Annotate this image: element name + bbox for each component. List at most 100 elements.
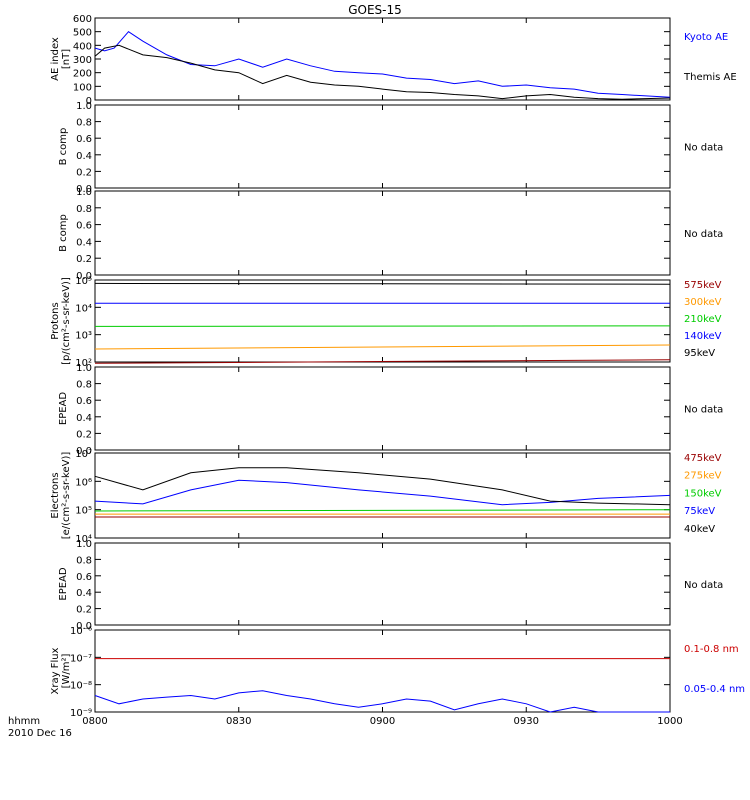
y-tick-label: 0.8	[76, 380, 92, 391]
y-axis-label: B comp	[58, 128, 69, 166]
y-axis-label: Xray Flux	[50, 647, 61, 694]
panel-electrons: 10⁷ 10⁶ 10⁵ 10⁴ Electrons [e/(cm²-s-sr-keV)] 4…	[50, 449, 722, 545]
legend-label: Kyoto AE	[684, 32, 728, 43]
panel-frame	[94, 366, 671, 451]
y-tick-label: 10⁷	[75, 449, 92, 460]
y-tick-label: 10⁶	[75, 477, 92, 488]
legend-label: Themis AE	[683, 72, 737, 83]
y-tick-label: 0.2	[76, 429, 92, 440]
y-tick-label: 0.4	[76, 588, 92, 599]
legend-label: 150keV	[684, 488, 722, 499]
y-axis-label: B comp	[58, 214, 69, 252]
series-line-kyoto-ae	[94, 31, 671, 98]
x-tick-label: 0930	[514, 716, 539, 727]
panel-frame	[94, 542, 671, 626]
plot-title: GOES-15	[348, 3, 402, 17]
no-data-label: No data	[684, 580, 723, 591]
y-tick-label: 0.6	[76, 221, 92, 232]
panel-frame	[94, 629, 671, 713]
y-tick-label: 200	[73, 69, 92, 80]
legend-label: 300keV	[684, 297, 722, 308]
y-tick-label: 10⁵	[75, 506, 92, 517]
y-tick-label: 600	[73, 14, 92, 25]
no-data-label: No data	[684, 405, 723, 416]
panel-xray: 10⁻⁶ 10⁻⁷ 10⁻⁸ 10⁻⁹ Xray Flux [W/m²] 0.1-0.8 n…	[50, 626, 745, 719]
y-axis-label: Protons	[50, 302, 61, 339]
legend-label: 75keV	[684, 506, 715, 517]
y-tick-label: 10⁵	[75, 276, 92, 287]
y-tick-label: 10²	[75, 358, 92, 369]
legend-label: 0.1-0.8 nm	[684, 644, 739, 655]
y-tick-label: 0.0	[76, 446, 92, 457]
x-tick-label: 0830	[226, 716, 251, 727]
y-tick-label: 0.0	[76, 271, 92, 282]
y-axis-label: Electrons	[50, 472, 61, 518]
y-axis-label: [e/(cm²-s-sr-keV)]	[61, 452, 72, 540]
y-axis-label: [W/m²]	[61, 653, 72, 688]
y-tick-label: 1.0	[76, 101, 92, 112]
legend-label: 40keV	[684, 524, 715, 535]
y-tick-label: 0.8	[76, 555, 92, 566]
legend-label: 475keV	[684, 453, 722, 464]
panel-frame	[94, 17, 671, 101]
legend-label: 95keV	[684, 348, 715, 359]
y-tick-label: 10³	[75, 331, 92, 342]
x-corner-label: hhmm	[8, 716, 40, 727]
y-tick-label: 0.2	[76, 254, 92, 265]
series-line-575kev	[94, 359, 671, 364]
y-tick-label: 300	[73, 55, 92, 66]
x-tick-label: 0900	[370, 716, 395, 727]
panel-frame	[94, 104, 671, 189]
no-data-label: No data	[684, 229, 723, 240]
y-tick-label: 500	[73, 28, 92, 39]
y-tick-label: 0.2	[76, 167, 92, 178]
y-tick-label: 10⁻⁶	[70, 626, 92, 637]
legend-label: 575keV	[684, 280, 722, 291]
x-date-label: 2010 Dec 16	[8, 728, 72, 739]
y-tick-label: 0.4	[76, 237, 92, 248]
legend-label: 0.05-0.4 nm	[684, 684, 745, 695]
y-tick-label: 10⁻⁸	[70, 681, 92, 692]
panel-b1: 1.0 0.8 0.6 0.4 0.2 0.0 B comp No data	[58, 101, 723, 195]
y-tick-label: 0.0	[76, 184, 92, 195]
x-tick-label: 1000	[657, 716, 682, 727]
panel-epead2: 1.0 0.8 0.6 0.4 0.2 0.0 EPEAD No data	[58, 539, 723, 632]
y-tick-label: 0.2	[76, 605, 92, 616]
panel-epead1: 1.0 0.8 0.6 0.4 0.2 0.0 EPEAD No data	[58, 363, 723, 457]
y-axis-label: [p/(cm²-s-sr-keV)]	[61, 277, 72, 365]
y-tick-label: 0.8	[76, 204, 92, 215]
y-tick-label: 0.6	[76, 396, 92, 407]
panel-frame	[94, 452, 671, 539]
x-tick-label: 0800	[82, 716, 107, 727]
y-tick-label: 0.0	[76, 621, 92, 632]
series-line-40kev	[94, 467, 671, 506]
panel-b2: 1.0 0.8 0.6 0.4 0.2 0.0 B comp No data	[58, 187, 723, 282]
panel-frame	[94, 279, 671, 363]
y-tick-label: 0.6	[76, 572, 92, 583]
y-tick-label: 0.6	[76, 134, 92, 145]
y-tick-label: 0.8	[76, 118, 92, 129]
series-line-0-05-0-4-nm	[94, 690, 670, 713]
panel-ae: 600 500 400 300 200 100 0 AE index [nT] Kyoto AE T…	[50, 14, 737, 107]
y-axis-label: AE index	[50, 37, 61, 81]
y-tick-label: 0	[86, 96, 92, 107]
y-axis-label: [nT]	[61, 49, 72, 69]
legend-label: 275keV	[684, 471, 722, 482]
series-line-themis-ae	[94, 44, 671, 100]
panel-protons: 10⁵ 10⁴ 10³ 10² Protons [p/(cm²-s-sr-keV)] 575…	[50, 276, 722, 369]
y-tick-label: 10⁻⁹	[70, 708, 92, 719]
y-tick-label: 100	[73, 82, 92, 93]
series-line-75kev	[94, 479, 671, 506]
y-tick-label: 0.4	[76, 151, 92, 162]
legend-label: 140keV	[684, 331, 722, 342]
y-tick-label: 10⁻⁷	[70, 653, 92, 664]
y-tick-label: 0.4	[76, 413, 92, 424]
no-data-label: No data	[684, 143, 723, 154]
series-line-300kev	[94, 344, 671, 350]
series-line-210kev	[94, 325, 671, 327]
y-tick-label: 1.0	[76, 363, 92, 374]
y-tick-label: 400	[73, 41, 92, 52]
y-tick-label: 1.0	[76, 187, 92, 198]
legend-label: 210keV	[684, 314, 722, 325]
